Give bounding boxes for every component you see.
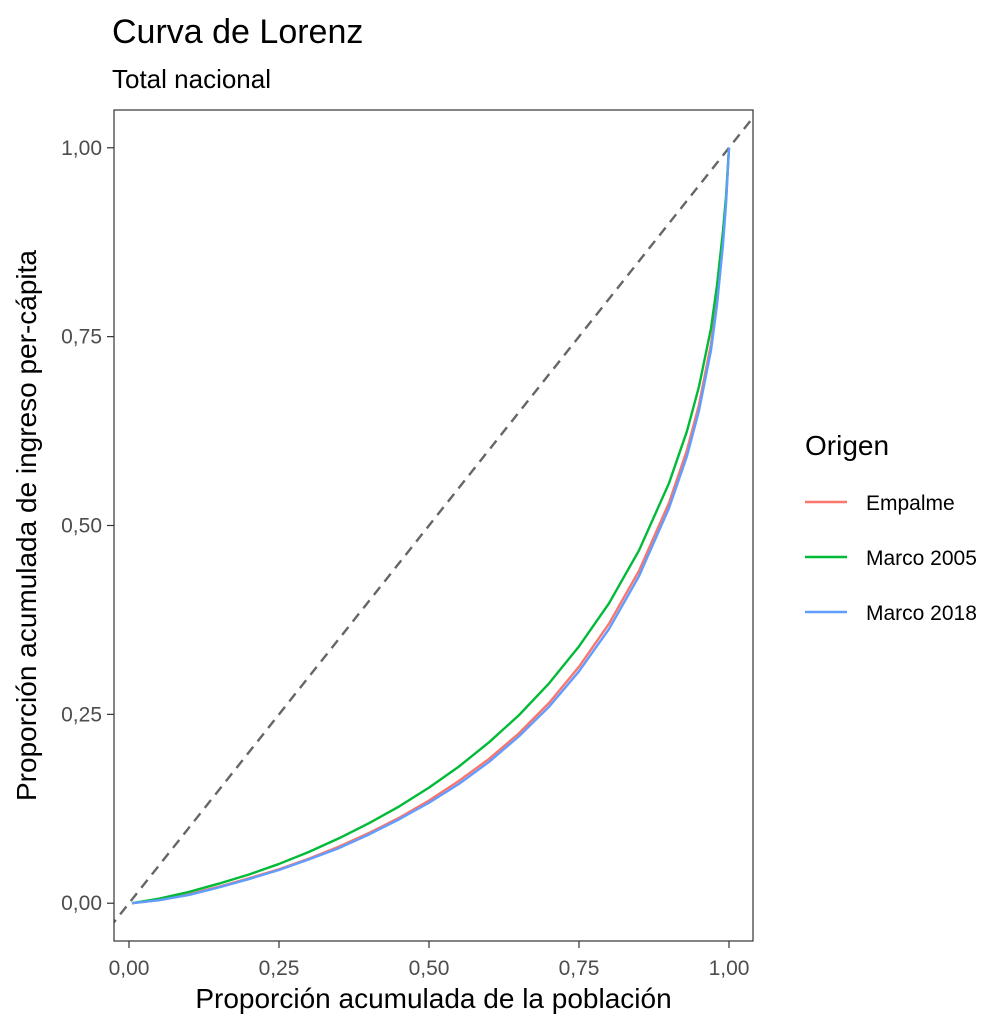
equality-reference-line bbox=[114, 115, 753, 925]
y-tick-label: 0,50 bbox=[61, 515, 102, 538]
y-axis: 0,00 0,25 0,50 0,75 1,00 bbox=[61, 137, 114, 915]
plot-area: 0,00 0,25 0,50 0,75 1,00 0,00 0,25 0,50 0,75 1,0… bbox=[61, 109, 754, 980]
series-group bbox=[131, 147, 731, 905]
legend: Origen Empalme Marco 2005 Marco 2018 bbox=[805, 430, 977, 625]
legend-label-0: Empalme bbox=[866, 492, 955, 515]
x-axis-title: Proporción acumulada de la población bbox=[195, 983, 671, 1014]
chart-subtitle: Total nacional bbox=[112, 64, 271, 94]
series-line-1 bbox=[131, 147, 731, 905]
y-tick-label: 0,00 bbox=[61, 892, 102, 915]
y-tick-label: 0,75 bbox=[61, 326, 102, 349]
y-axis-title: Proporción acumulada de ingreso per-cápi… bbox=[11, 250, 42, 801]
x-tick-label: 1,00 bbox=[709, 957, 750, 980]
x-tick-label: 0,25 bbox=[259, 957, 300, 980]
legend-label-2: Marco 2018 bbox=[866, 602, 977, 625]
y-tick-label: 1,00 bbox=[61, 137, 102, 160]
x-tick-label: 0,50 bbox=[409, 957, 450, 980]
panel-border bbox=[113, 109, 754, 942]
x-tick-label: 0,75 bbox=[559, 957, 600, 980]
x-axis: 0,00 0,25 0,50 0,75 1,00 bbox=[109, 941, 750, 980]
legend-label-1: Marco 2005 bbox=[866, 547, 977, 570]
y-tick-label: 0,25 bbox=[61, 703, 102, 726]
chart-title: Curva de Lorenz bbox=[112, 13, 363, 51]
legend-title: Origen bbox=[805, 430, 889, 461]
x-tick-label: 0,00 bbox=[109, 957, 150, 980]
series-line-2 bbox=[131, 147, 731, 905]
